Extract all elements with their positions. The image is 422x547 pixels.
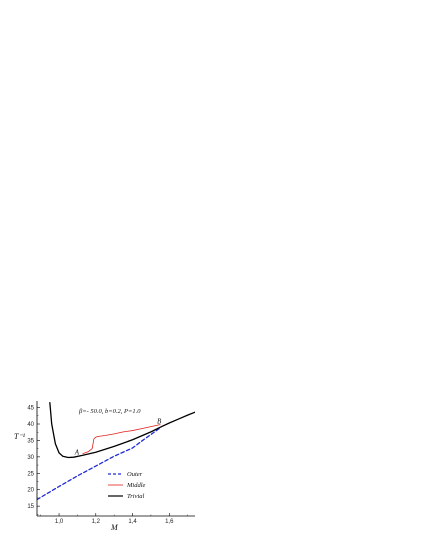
legend-label-trivial: Trivial bbox=[127, 493, 145, 500]
legend-label-outer: Outer bbox=[127, 471, 143, 478]
x-tick-label: 1,0 bbox=[55, 519, 64, 525]
series-line-outer bbox=[37, 427, 161, 501]
series-layer bbox=[37, 401, 195, 501]
axes-layer: 15 20 25 30 35 40 45 1,0 1,2 1,4 1,6 bbox=[27, 401, 195, 525]
y-tick-label: 30 bbox=[27, 455, 34, 461]
y-tick-label: 20 bbox=[27, 488, 34, 494]
x-tick-label: 1,6 bbox=[165, 519, 174, 525]
y-tick-label: 45 bbox=[27, 406, 34, 412]
parameter-annotation: β=- 50.0, b=0.2, P=1.0 bbox=[78, 408, 141, 415]
x-axis-label: M bbox=[110, 523, 119, 532]
series-line-middle bbox=[82, 424, 161, 454]
legend: Outer Middle Trivial bbox=[108, 471, 146, 500]
legend-label-middle: Middle bbox=[126, 482, 146, 489]
x-tick-label: 1,2 bbox=[92, 519, 101, 525]
y-tick-label: 40 bbox=[27, 422, 34, 428]
x-tick-label: 1,4 bbox=[128, 519, 137, 525]
series-line-trivial bbox=[49, 401, 195, 459]
point-label-b: B bbox=[157, 417, 162, 425]
y-axis-label: T⁻¹ bbox=[14, 432, 26, 441]
y-tick-label: 35 bbox=[27, 438, 34, 444]
y-tick-label: 25 bbox=[27, 471, 34, 477]
y-tick-label: 15 bbox=[27, 504, 34, 510]
point-label-a: A bbox=[74, 449, 80, 457]
